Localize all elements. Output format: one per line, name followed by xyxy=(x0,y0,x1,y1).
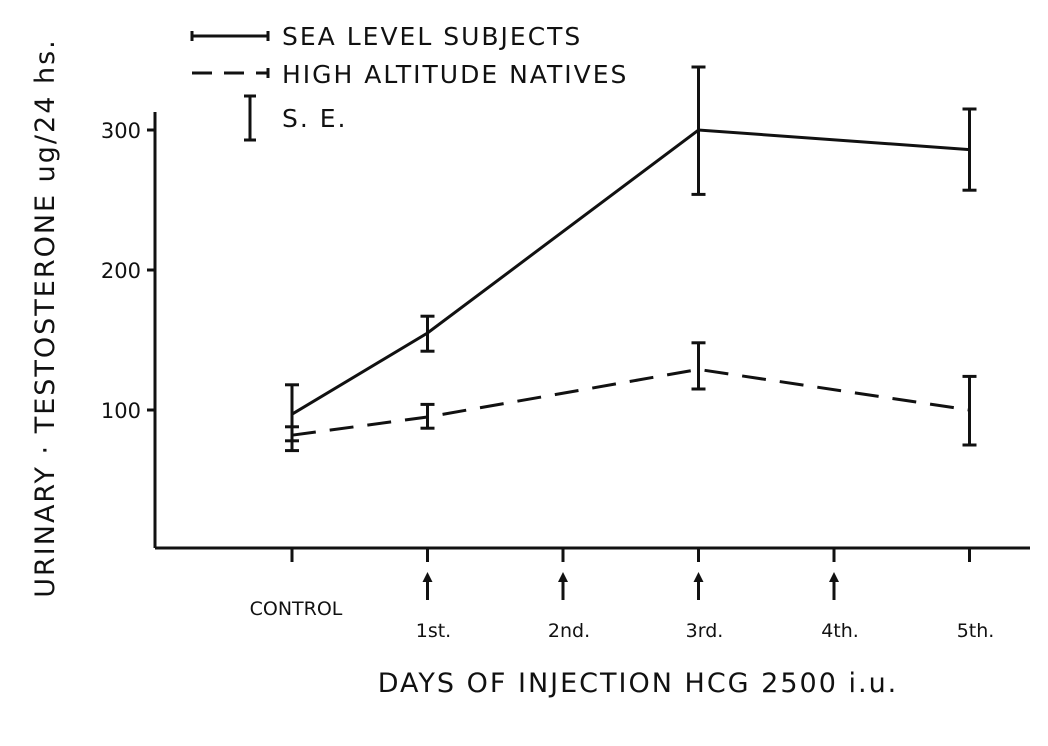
series-line xyxy=(291,367,970,437)
x-tick-label: 4th. xyxy=(821,620,859,642)
error-bar xyxy=(691,65,706,196)
error-bar xyxy=(285,425,299,453)
legend-high-altitude-sample xyxy=(192,68,270,78)
legend: SEA LEVEL SUBJECTS HIGH ALTITUDE NATIVES… xyxy=(190,22,628,142)
x-tick-label: CONTROL xyxy=(250,598,343,620)
y-ticks: 100 200 300 xyxy=(101,119,155,423)
x-tick-label: 1st. xyxy=(416,620,451,642)
x-tick-label: 5th. xyxy=(957,620,995,642)
x-ticks: CONTROL 1st. 2nd. 3rd. 4th. 5th. xyxy=(250,548,995,642)
y-axis-label: URINARY · TESTOSTERONE ug/24 hs. xyxy=(30,38,61,597)
error-bar xyxy=(962,107,977,192)
injection-arrows xyxy=(422,572,839,600)
series-group xyxy=(285,65,977,453)
y-tick-label: 300 xyxy=(101,119,141,143)
error-bar xyxy=(691,341,706,391)
injection-arrow-head xyxy=(558,572,568,582)
injection-arrow-head xyxy=(829,572,839,582)
error-bar xyxy=(420,314,435,353)
injection-arrow-head xyxy=(422,572,433,582)
error-bar xyxy=(420,402,435,430)
series-sea-level xyxy=(285,65,977,443)
error-bar xyxy=(962,374,977,447)
y-tick-label: 200 xyxy=(101,259,141,283)
x-axis-label: DAYS OF INJECTION HCG 2500 i.u. xyxy=(378,668,899,699)
series-line xyxy=(291,128,970,416)
legend-se-label: S. E. xyxy=(282,104,348,133)
y-tick-label: 100 xyxy=(101,399,141,423)
injection-arrow-head xyxy=(693,572,704,582)
legend-sea-level-label: SEA LEVEL SUBJECTS xyxy=(282,22,582,51)
series-high-altitude xyxy=(285,341,977,453)
x-tick-label: 2nd. xyxy=(548,620,590,642)
legend-high-altitude-label: HIGH ALTITUDE NATIVES xyxy=(282,60,628,89)
legend-sea-level-sample xyxy=(190,31,270,41)
legend-se-sample xyxy=(244,94,256,142)
x-tick-label: 3rd. xyxy=(686,620,724,642)
